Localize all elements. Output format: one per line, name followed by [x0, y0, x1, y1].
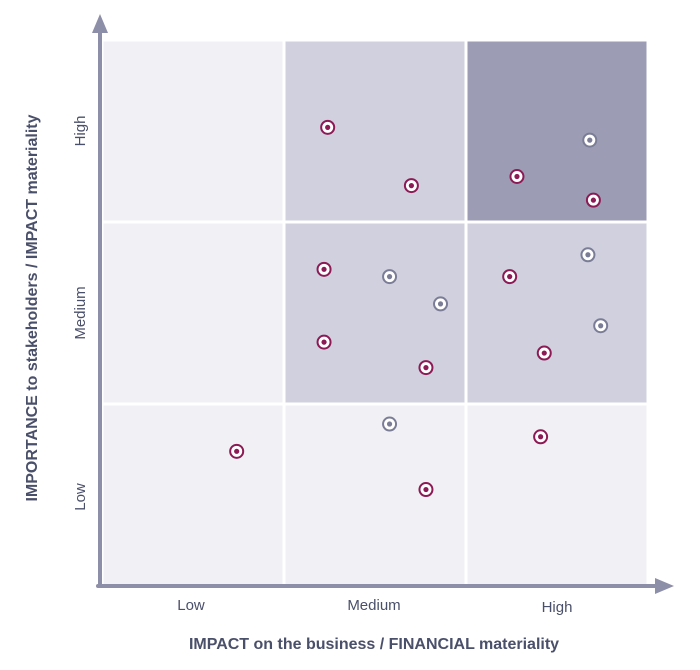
data-point	[316, 261, 332, 277]
data-point-dot	[598, 323, 604, 329]
matrix-cell-medium-medium	[282, 220, 468, 406]
data-point	[582, 132, 598, 148]
matrix-cell-high-low	[464, 402, 650, 588]
matrix-cell-low-low	[100, 402, 286, 588]
data-point	[418, 360, 434, 376]
matrix-cell-low-high	[100, 38, 286, 224]
data-point	[433, 296, 449, 312]
data-point	[382, 269, 398, 285]
data-point	[509, 169, 525, 184]
x-tick-label-medium: Medium	[347, 597, 400, 614]
data-point	[536, 345, 552, 361]
data-point-dot	[321, 339, 327, 345]
data-point	[580, 247, 596, 263]
x-tick-label-high: High	[542, 599, 573, 616]
data-point-dot	[408, 183, 414, 189]
data-point-dot	[423, 486, 429, 493]
data-point-dot	[590, 197, 597, 203]
data-point-dot	[541, 350, 547, 356]
data-point-dot	[386, 274, 393, 280]
matrix-cell-medium-high	[282, 38, 468, 224]
data-point-dot	[514, 173, 520, 180]
y-axis-title: IMPORTANCE to stakeholders / IMPACT mate…	[24, 114, 41, 501]
axes	[92, 14, 674, 594]
data-point	[533, 429, 549, 445]
x-axis-arrow-icon	[655, 578, 674, 594]
data-point	[316, 334, 332, 350]
data-point-dot	[423, 365, 429, 371]
data-point-dot	[507, 274, 513, 280]
data-point-dot	[587, 137, 593, 143]
x-axis-title: IMPACT on the business / FINANCIAL mater…	[189, 636, 559, 653]
data-point-dot	[538, 434, 544, 440]
data-point-dot	[234, 448, 240, 454]
data-point-dot	[321, 266, 327, 272]
data-point	[382, 416, 398, 432]
data-point	[403, 178, 419, 194]
data-point-dot	[437, 301, 444, 307]
data-point	[593, 318, 609, 334]
data-point	[320, 119, 336, 135]
matrix-cell-medium-low	[282, 402, 468, 588]
data-point-dot	[386, 421, 393, 427]
y-tick-label-low: Low	[72, 483, 89, 511]
matrix-cells	[100, 38, 650, 588]
data-point-dot	[325, 124, 331, 130]
y-axis-arrow-icon	[92, 14, 108, 33]
data-point-dot	[585, 252, 591, 258]
matrix-cell-low-medium	[100, 220, 286, 406]
data-point	[229, 443, 245, 459]
x-tick-label-low: Low	[177, 597, 205, 614]
matrix-cell-high-medium	[464, 220, 650, 406]
data-point	[585, 192, 601, 208]
matrix-cell-high-high	[464, 38, 650, 224]
data-point	[418, 482, 434, 498]
data-point	[502, 269, 518, 285]
y-tick-label-medium: Medium	[72, 286, 89, 339]
data-points	[229, 119, 609, 498]
y-tick-label-high: High	[72, 116, 89, 147]
